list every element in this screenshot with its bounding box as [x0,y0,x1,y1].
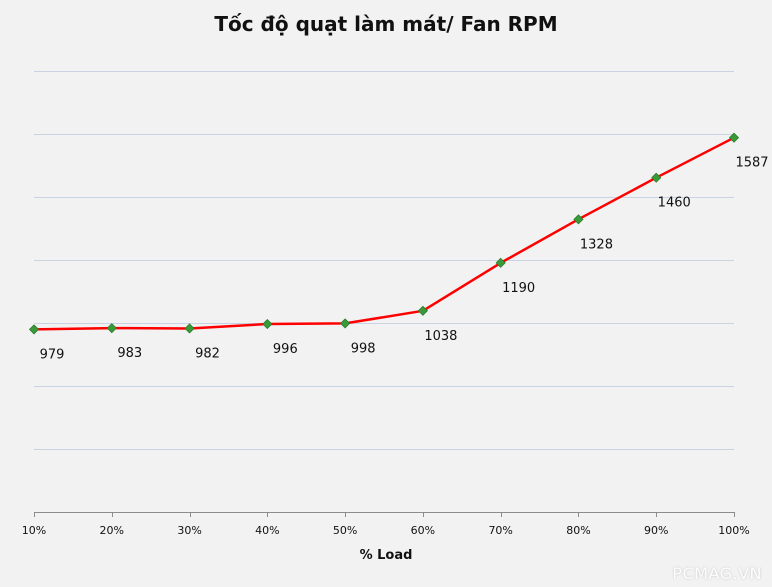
watermark: PCMAG.VN [672,564,762,583]
data-point-marker [340,318,351,329]
x-tick-label: 60% [411,524,435,537]
data-point-marker [495,257,506,268]
x-tick-label: 70% [488,524,512,537]
x-axis-title: % Load [359,548,413,563]
x-tick-label: 40% [255,524,279,537]
data-label: 1038 [424,329,457,344]
x-tick-label: 50% [333,524,357,537]
data-point-marker [28,324,40,335]
data-label: 996 [273,342,298,357]
data-label: 998 [351,341,376,356]
series-line [33,136,735,331]
data-label: 983 [117,346,142,361]
data-label: 979 [40,347,65,362]
series-fan-rpm [33,136,735,331]
x-tick-label: 90% [644,524,668,537]
x-tick-label: 80% [566,524,590,537]
x-tick-label: 10% [22,524,46,537]
data-label: 1190 [502,281,535,296]
data-point-marker [262,318,273,330]
data-point-marker [106,323,117,334]
x-tick-labels: 10% 20% 30% 40% 50% 60% 70% 80% 90% 100% [22,524,750,537]
gridlines [34,71,734,450]
data-point-marker [651,172,662,183]
data-label: 982 [195,346,220,361]
data-label: 1460 [658,196,691,211]
data-point-marker [417,305,428,316]
data-label: 1328 [580,237,613,252]
data-markers [28,132,740,335]
x-tick-label: 30% [177,524,201,537]
data-point-marker [184,323,195,334]
data-point-marker [573,214,584,225]
x-axis [34,512,735,517]
data-labels: 979 983 982 996 998 1038 1190 1328 1460 1587 [40,156,769,363]
x-tick-label: 100% [718,524,749,537]
data-point-marker [728,132,740,143]
chart-title: Tốc độ quạt làm mát/ Fan RPM [214,12,558,36]
x-tick-label: 20% [100,524,124,537]
data-label: 1587 [735,156,768,171]
